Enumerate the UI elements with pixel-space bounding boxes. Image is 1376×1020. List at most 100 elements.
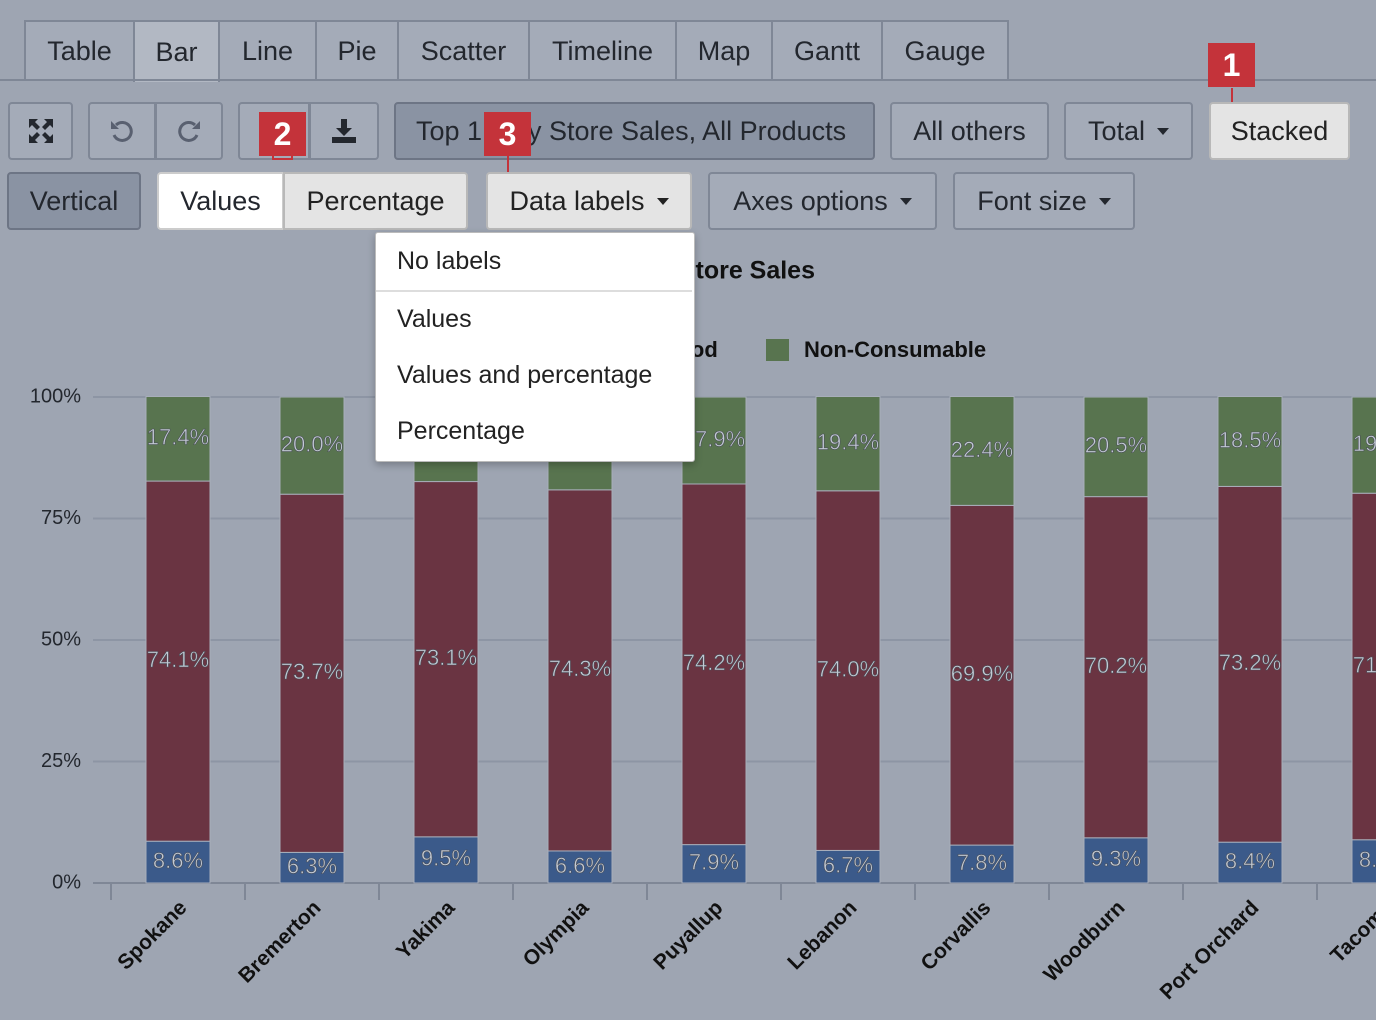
data-label: 8.6% <box>153 848 203 873</box>
bar-segment <box>413 836 479 884</box>
legend-swatch <box>766 339 789 361</box>
x-tick-group: Olympia <box>519 896 594 971</box>
chart: Store SalesFoodNon-Consumable0%25%50%75%… <box>30 257 1376 1004</box>
bar-segment <box>815 396 881 492</box>
undo-icon <box>111 120 133 142</box>
tab[interactable]: Scatter <box>397 20 530 80</box>
data-label: 7.8% <box>957 850 1007 875</box>
data-label: 74.1% <box>147 647 209 672</box>
tab-rule <box>0 79 1376 81</box>
bar-segment <box>279 851 345 884</box>
data-label: 9.5% <box>421 846 471 871</box>
legend-label: Non-Consumable <box>804 337 986 362</box>
button-label: Axes options <box>733 185 888 216</box>
x-tick-group: Puyallup <box>649 896 727 974</box>
data-label: 69.9% <box>951 661 1013 686</box>
tab[interactable]: Map <box>675 20 773 80</box>
data-label: 6.6% <box>555 853 605 878</box>
axes-options-button[interactable]: Axes options <box>708 172 937 230</box>
chart-title: Store Sales <box>679 257 815 285</box>
x-tick-group: Woodburn <box>1039 896 1129 986</box>
values-button[interactable]: Values <box>157 172 284 230</box>
menu-item[interactable]: Values and percentage <box>397 361 653 389</box>
x-tick-label: Spokane <box>113 896 191 974</box>
data-labels-button[interactable]: Data labels <box>486 172 692 230</box>
tab[interactable]: Line <box>218 20 317 80</box>
y-tick-label: 100% <box>30 385 81 407</box>
bar-segment <box>145 480 211 842</box>
button-label: Top 1 <box>416 115 483 146</box>
x-tick-label: Bremerton <box>234 896 325 987</box>
button-label: Data labels <box>509 185 645 216</box>
total-button[interactable]: Total <box>1064 102 1193 160</box>
bar-segment <box>1351 396 1376 494</box>
button-label: Values <box>180 185 261 216</box>
bar-segment <box>815 490 881 851</box>
redo-icon <box>178 120 200 142</box>
font-size-button[interactable]: Font size <box>953 172 1135 230</box>
data-label: 22.4% <box>951 437 1013 462</box>
x-tick-group: Lebanon <box>783 896 861 974</box>
bar-segment <box>1083 396 1149 498</box>
x-tick-group: Bremerton <box>234 896 325 987</box>
undo-button[interactable] <box>88 102 156 160</box>
bar-segment <box>681 844 747 884</box>
download-button[interactable] <box>309 102 379 160</box>
bar-segment <box>547 850 613 884</box>
menu-item[interactable]: No labels <box>397 247 502 275</box>
tab[interactable]: Table <box>24 20 135 80</box>
menu-item[interactable]: Values <box>397 305 472 333</box>
data-label: 19.8% <box>1353 431 1376 456</box>
x-tick-label: Lebanon <box>783 896 861 974</box>
data-label: 74.3% <box>549 656 611 681</box>
data-label: 8.9% <box>1359 847 1376 872</box>
x-tick-group: Port Orchard <box>1156 896 1264 1004</box>
data-label: 6.7% <box>823 853 873 878</box>
bar-segment <box>145 840 211 884</box>
y-tick-label: 25% <box>41 750 81 772</box>
callout-badge: 2 <box>259 112 306 156</box>
data-label: 7.9% <box>689 850 739 875</box>
y-tick-label: 50% <box>41 628 81 650</box>
redo-button[interactable] <box>155 102 223 160</box>
bar-segment <box>949 844 1015 884</box>
expand-icon <box>28 119 53 143</box>
menu-item[interactable]: Percentage <box>397 417 525 445</box>
button-label: Font size <box>977 185 1087 216</box>
bar-segment <box>1083 496 1149 839</box>
bar-segment <box>547 489 613 852</box>
button-label: All others <box>913 115 1026 146</box>
all-others-button[interactable]: All others <box>890 102 1049 160</box>
data-label: 73.1% <box>415 645 477 670</box>
tab[interactable]: Timeline <box>528 20 677 80</box>
tab[interactable]: Bar <box>133 20 220 82</box>
button-label: Total <box>1087 115 1146 146</box>
bar-segment <box>681 483 747 846</box>
y-tick-label: 0% <box>52 871 81 893</box>
top-n-button[interactable]: Top 1 y Store Sales, All Products <box>394 102 875 160</box>
y-tick-label: 75% <box>41 507 81 529</box>
callout-badge: 1 <box>1208 43 1255 87</box>
percentage-button[interactable]: Percentage <box>283 172 468 230</box>
fullscreen-button[interactable] <box>8 102 73 160</box>
data-label: 20.5% <box>1085 433 1147 458</box>
stacked-button[interactable]: Stacked <box>1209 102 1350 160</box>
data-label: 74.2% <box>683 650 745 675</box>
data-label: 17.4% <box>147 425 209 450</box>
tab[interactable]: Gantt <box>771 20 883 80</box>
data-label: 73.7% <box>281 659 343 684</box>
data-label: 8.4% <box>1225 848 1275 873</box>
x-tick-label: Yakima <box>392 896 460 964</box>
download-icon <box>332 119 356 143</box>
x-tick-label: Olympia <box>519 896 594 971</box>
button-label: y Store Sales, All Products <box>528 115 847 146</box>
bar-segment <box>1217 396 1283 487</box>
badge-connector <box>1231 88 1233 102</box>
x-tick-group: Corvallis <box>916 896 995 975</box>
tab[interactable]: Gauge <box>881 20 1009 80</box>
tab[interactable]: Pie <box>315 20 399 80</box>
bar-segment <box>279 396 345 495</box>
callout-badge: 3 <box>484 112 531 156</box>
vertical-button[interactable]: Vertical <box>7 172 141 230</box>
